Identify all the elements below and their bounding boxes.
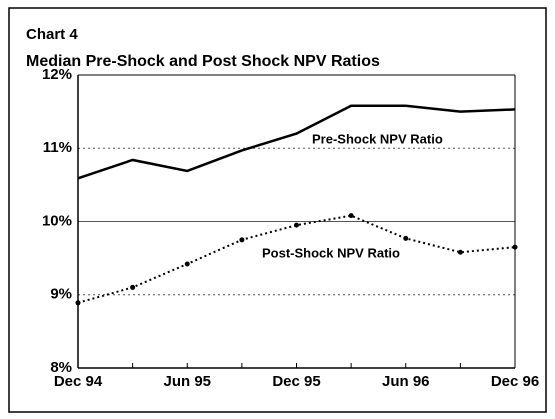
frame (8, 7, 547, 413)
point (75, 300, 81, 306)
point (512, 244, 518, 250)
point (239, 237, 245, 243)
point (457, 249, 463, 255)
point (294, 222, 299, 228)
y-tick-label: 9% (50, 286, 72, 303)
x-tick-label: Dec 96 (491, 373, 539, 390)
point (184, 261, 190, 267)
y-tick-label: 8% (50, 359, 72, 376)
point (348, 213, 354, 219)
x-tick-label: Jun 95 (163, 373, 211, 390)
x-tick-label: Dec 94 (54, 373, 103, 390)
series-line (77, 104, 516, 180)
y-tick-label: 10% (42, 212, 72, 229)
y-tick-label: 12% (42, 66, 72, 83)
chart-subtitle: Median Pre-Shock and Post Shock NPV Rati… (26, 53, 380, 70)
series-label: Pre-Shock NPV Ratio (312, 131, 443, 146)
series-label: Post-Shock NPV Ratio (262, 245, 400, 260)
point (130, 284, 136, 290)
point (403, 235, 409, 241)
chart-title: Chart 4 (26, 26, 78, 43)
y-tick-label: 11% (43, 139, 72, 156)
x-tick-label: Jun 96 (382, 373, 430, 390)
x-tick-label: Dec 95 (272, 373, 320, 390)
series-line (77, 214, 516, 304)
